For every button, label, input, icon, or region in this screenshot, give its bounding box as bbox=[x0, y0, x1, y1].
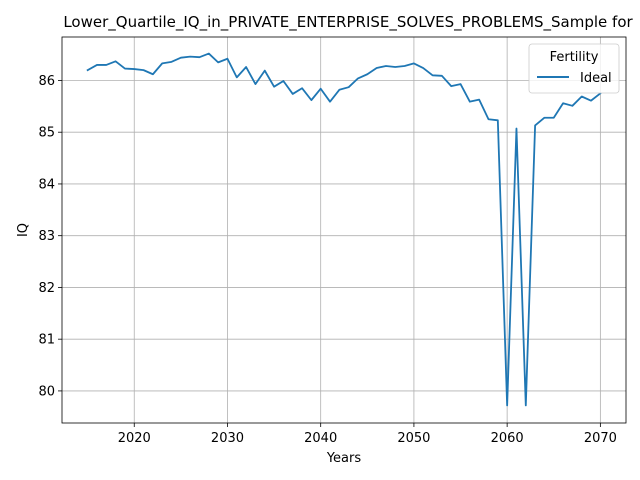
series-line-ideal bbox=[86, 52, 602, 407]
y-tick-label: 82 bbox=[38, 281, 55, 296]
x-tick-label: 2070 bbox=[584, 431, 617, 446]
series-lines bbox=[86, 52, 602, 407]
x-tick-label: 2020 bbox=[118, 431, 151, 446]
plot-area-frame bbox=[61, 36, 627, 424]
y-tick-label: 84 bbox=[38, 177, 55, 192]
legend-title: Fertility bbox=[550, 50, 599, 65]
y-tick-label: 80 bbox=[38, 384, 55, 399]
x-tick-label: 2050 bbox=[397, 431, 430, 446]
x-tick-label: 2030 bbox=[211, 431, 244, 446]
y-tick-label: 86 bbox=[38, 74, 55, 89]
x-axis-label: Years bbox=[326, 451, 362, 466]
y-tick-label: 85 bbox=[38, 126, 55, 141]
y-tick-label: 83 bbox=[38, 229, 55, 244]
y-tick-label: 81 bbox=[38, 333, 55, 348]
chart-title: Lower_Quartile_IQ_in_PRIVATE_ENTERPRISE_… bbox=[63, 13, 633, 32]
legend-box bbox=[528, 43, 620, 94]
legend: Fertility Ideal bbox=[528, 43, 620, 94]
legend-label-ideal: Ideal bbox=[580, 71, 612, 86]
axis-ticks: 2020 2030 2040 2050 2060 2070 80 81 82 83 84 85 86 bbox=[38, 74, 616, 446]
x-tick-label: 2060 bbox=[491, 431, 524, 446]
x-tick-label: 2040 bbox=[304, 431, 337, 446]
y-axis-label: IQ bbox=[16, 223, 31, 237]
